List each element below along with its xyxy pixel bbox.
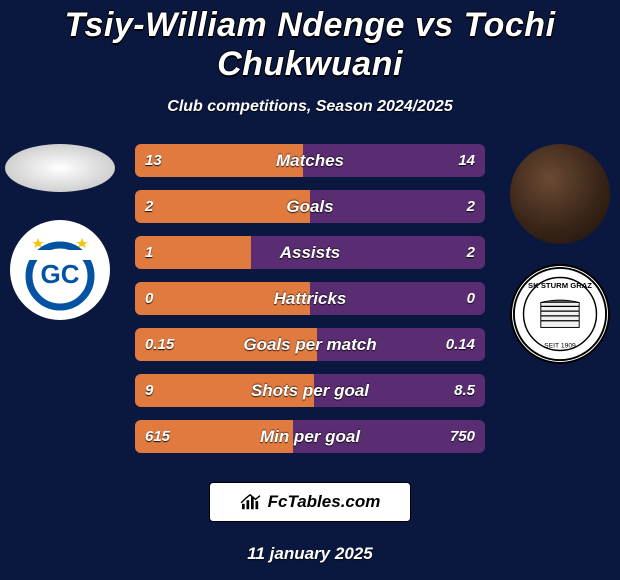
stat-row: 0.150.14Goals per match [135, 328, 485, 361]
date-text: 11 january 2025 [0, 544, 620, 564]
left-column: GC [0, 144, 120, 340]
stat-value-right: 2 [467, 236, 475, 269]
chart-icon [240, 493, 262, 511]
stat-row: 22Goals [135, 190, 485, 223]
right-column: SK STURM GRAZ SEIT 1909 [500, 144, 620, 384]
page-title: Tsiy-William Ndenge vs Tochi Chukwuani [0, 0, 620, 84]
svg-text:SK STURM GRAZ: SK STURM GRAZ [528, 281, 592, 290]
bar-left-fill [135, 144, 303, 177]
stat-row: 12Assists [135, 236, 485, 269]
stat-row: 1314Matches [135, 144, 485, 177]
stat-value-right: 2 [467, 190, 475, 223]
footer: FcTables.com [0, 482, 620, 522]
bar-left-fill [135, 420, 293, 453]
stat-value-right: 0.14 [446, 328, 475, 361]
svg-text:SEIT 1909: SEIT 1909 [544, 343, 576, 350]
comparison-area: GC SK STURM GRAZ SEIT 1909 1314Matches22… [0, 144, 620, 464]
brand-badge: FcTables.com [209, 482, 412, 522]
player-right-avatar [510, 144, 610, 244]
stat-value-right: 14 [458, 144, 475, 177]
stat-row: 615750Min per goal [135, 420, 485, 453]
stat-row: 98.5Shots per goal [135, 374, 485, 407]
stat-bars: 1314Matches 22Goals 12Assists 00Hattricks 0.… [135, 144, 485, 453]
club-right-logo: SK STURM GRAZ SEIT 1909 [510, 264, 610, 364]
svg-text:GC: GC [41, 259, 80, 289]
stat-value-right: 750 [450, 420, 475, 453]
brand-text: FcTables.com [268, 492, 381, 512]
bar-left-fill [135, 374, 314, 407]
bar-left-fill [135, 328, 317, 361]
stat-row: 00Hattricks [135, 282, 485, 315]
page-subtitle: Club competitions, Season 2024/2025 [0, 98, 620, 116]
stat-value-right: 8.5 [454, 374, 475, 407]
player-left-avatar [5, 144, 115, 192]
club-left-logo: GC [10, 220, 110, 320]
bar-left-fill [135, 282, 310, 315]
bar-left-fill [135, 236, 251, 269]
stat-value-right: 0 [467, 282, 475, 315]
bar-left-fill [135, 190, 310, 223]
